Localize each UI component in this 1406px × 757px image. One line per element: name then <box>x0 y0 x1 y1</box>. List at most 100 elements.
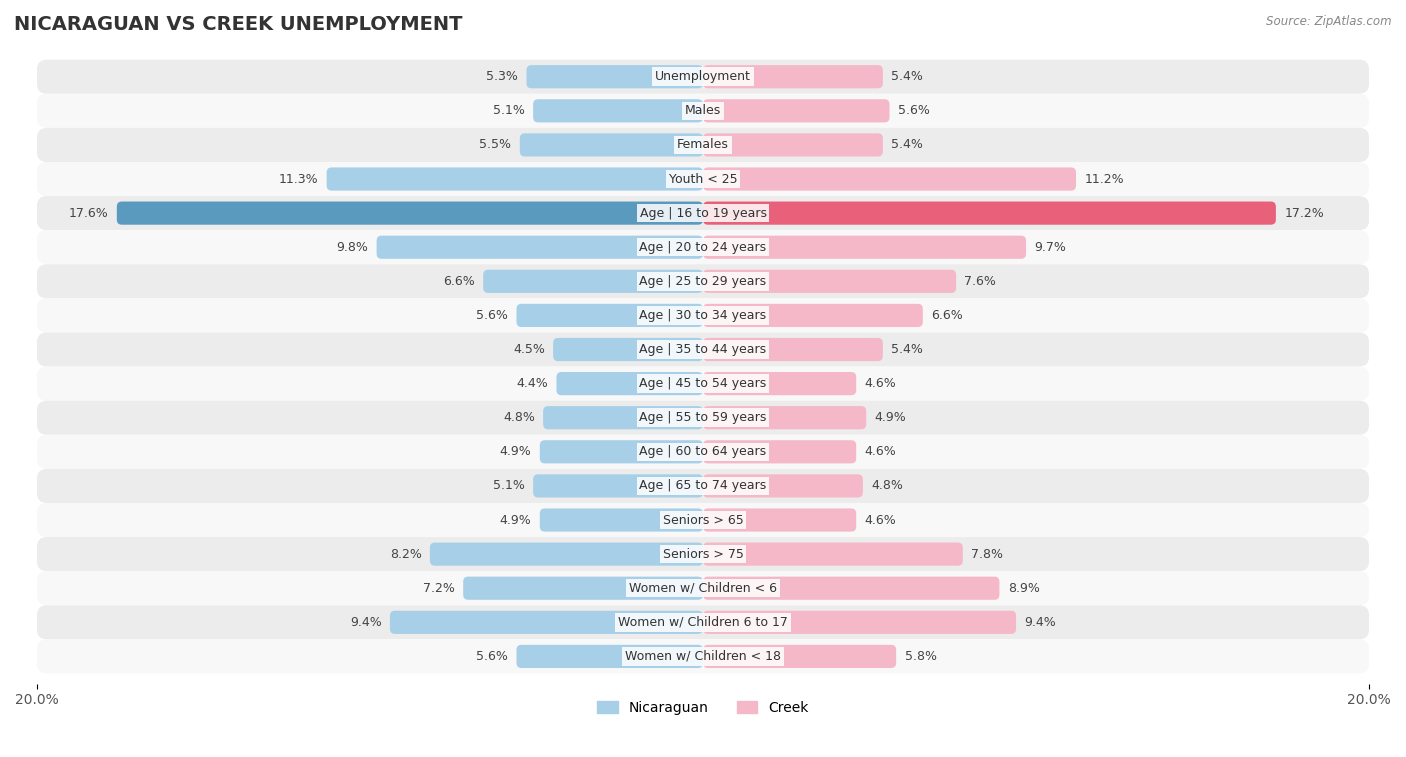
FancyBboxPatch shape <box>703 304 922 327</box>
FancyBboxPatch shape <box>703 475 863 497</box>
FancyBboxPatch shape <box>37 332 1369 366</box>
Text: 4.8%: 4.8% <box>872 479 903 492</box>
FancyBboxPatch shape <box>484 269 703 293</box>
FancyBboxPatch shape <box>117 201 703 225</box>
Text: Youth < 25: Youth < 25 <box>669 173 737 185</box>
Text: 6.6%: 6.6% <box>931 309 963 322</box>
FancyBboxPatch shape <box>37 503 1369 537</box>
FancyBboxPatch shape <box>703 269 956 293</box>
FancyBboxPatch shape <box>703 509 856 531</box>
FancyBboxPatch shape <box>520 133 703 157</box>
FancyBboxPatch shape <box>37 400 1369 435</box>
Text: 5.6%: 5.6% <box>898 104 929 117</box>
Text: Women w/ Children 6 to 17: Women w/ Children 6 to 17 <box>619 615 787 629</box>
FancyBboxPatch shape <box>703 65 883 89</box>
FancyBboxPatch shape <box>540 441 703 463</box>
FancyBboxPatch shape <box>703 406 866 429</box>
Text: 7.8%: 7.8% <box>972 547 1002 561</box>
FancyBboxPatch shape <box>37 537 1369 572</box>
Text: 5.6%: 5.6% <box>477 650 508 663</box>
FancyBboxPatch shape <box>703 338 883 361</box>
Text: 7.6%: 7.6% <box>965 275 997 288</box>
Text: Age | 65 to 74 years: Age | 65 to 74 years <box>640 479 766 492</box>
Text: Age | 30 to 34 years: Age | 30 to 34 years <box>640 309 766 322</box>
Text: 7.2%: 7.2% <box>423 581 456 595</box>
Text: 17.2%: 17.2% <box>1284 207 1324 220</box>
FancyBboxPatch shape <box>703 201 1275 225</box>
Text: 4.6%: 4.6% <box>865 513 896 527</box>
Text: 8.2%: 8.2% <box>389 547 422 561</box>
Text: 9.4%: 9.4% <box>350 615 381 629</box>
FancyBboxPatch shape <box>389 611 703 634</box>
FancyBboxPatch shape <box>543 406 703 429</box>
Text: 5.4%: 5.4% <box>891 70 924 83</box>
FancyBboxPatch shape <box>37 264 1369 298</box>
Text: 6.6%: 6.6% <box>443 275 475 288</box>
FancyBboxPatch shape <box>37 298 1369 332</box>
Text: Seniors > 75: Seniors > 75 <box>662 547 744 561</box>
Text: Age | 35 to 44 years: Age | 35 to 44 years <box>640 343 766 356</box>
FancyBboxPatch shape <box>37 640 1369 674</box>
FancyBboxPatch shape <box>463 577 703 600</box>
FancyBboxPatch shape <box>37 366 1369 400</box>
Text: Age | 45 to 54 years: Age | 45 to 54 years <box>640 377 766 390</box>
Text: Age | 60 to 64 years: Age | 60 to 64 years <box>640 445 766 458</box>
Text: 5.6%: 5.6% <box>477 309 508 322</box>
Text: Males: Males <box>685 104 721 117</box>
Text: 4.9%: 4.9% <box>499 513 531 527</box>
FancyBboxPatch shape <box>703 441 856 463</box>
FancyBboxPatch shape <box>37 196 1369 230</box>
Text: Age | 25 to 29 years: Age | 25 to 29 years <box>640 275 766 288</box>
FancyBboxPatch shape <box>37 572 1369 606</box>
Text: 4.6%: 4.6% <box>865 445 896 458</box>
FancyBboxPatch shape <box>703 235 1026 259</box>
FancyBboxPatch shape <box>703 167 1076 191</box>
FancyBboxPatch shape <box>703 372 856 395</box>
FancyBboxPatch shape <box>326 167 703 191</box>
FancyBboxPatch shape <box>703 645 896 668</box>
Text: 5.4%: 5.4% <box>891 139 924 151</box>
Text: 11.3%: 11.3% <box>278 173 318 185</box>
FancyBboxPatch shape <box>37 162 1369 196</box>
Text: 9.7%: 9.7% <box>1035 241 1066 254</box>
FancyBboxPatch shape <box>703 99 890 123</box>
FancyBboxPatch shape <box>553 338 703 361</box>
Text: 9.4%: 9.4% <box>1025 615 1056 629</box>
Text: 4.9%: 4.9% <box>499 445 531 458</box>
Text: 4.8%: 4.8% <box>503 411 534 424</box>
FancyBboxPatch shape <box>516 304 703 327</box>
Text: 4.9%: 4.9% <box>875 411 907 424</box>
FancyBboxPatch shape <box>37 128 1369 162</box>
Text: Unemployment: Unemployment <box>655 70 751 83</box>
FancyBboxPatch shape <box>703 577 1000 600</box>
Text: Source: ZipAtlas.com: Source: ZipAtlas.com <box>1267 15 1392 28</box>
Text: Females: Females <box>678 139 728 151</box>
Text: 4.4%: 4.4% <box>516 377 548 390</box>
FancyBboxPatch shape <box>377 235 703 259</box>
Text: 17.6%: 17.6% <box>69 207 108 220</box>
FancyBboxPatch shape <box>37 230 1369 264</box>
FancyBboxPatch shape <box>703 611 1017 634</box>
FancyBboxPatch shape <box>557 372 703 395</box>
FancyBboxPatch shape <box>533 475 703 497</box>
FancyBboxPatch shape <box>37 60 1369 94</box>
Text: 11.2%: 11.2% <box>1084 173 1123 185</box>
Legend: Nicaraguan, Creek: Nicaraguan, Creek <box>598 700 808 715</box>
FancyBboxPatch shape <box>533 99 703 123</box>
FancyBboxPatch shape <box>37 435 1369 469</box>
Text: Age | 20 to 24 years: Age | 20 to 24 years <box>640 241 766 254</box>
FancyBboxPatch shape <box>516 645 703 668</box>
Text: NICARAGUAN VS CREEK UNEMPLOYMENT: NICARAGUAN VS CREEK UNEMPLOYMENT <box>14 15 463 34</box>
FancyBboxPatch shape <box>703 543 963 565</box>
Text: 5.8%: 5.8% <box>904 650 936 663</box>
Text: 5.1%: 5.1% <box>494 104 524 117</box>
FancyBboxPatch shape <box>430 543 703 565</box>
Text: 8.9%: 8.9% <box>1008 581 1039 595</box>
FancyBboxPatch shape <box>37 606 1369 640</box>
Text: 5.1%: 5.1% <box>494 479 524 492</box>
Text: 5.4%: 5.4% <box>891 343 924 356</box>
Text: Seniors > 65: Seniors > 65 <box>662 513 744 527</box>
Text: Women w/ Children < 18: Women w/ Children < 18 <box>626 650 780 663</box>
Text: 5.3%: 5.3% <box>486 70 519 83</box>
Text: 4.6%: 4.6% <box>865 377 896 390</box>
